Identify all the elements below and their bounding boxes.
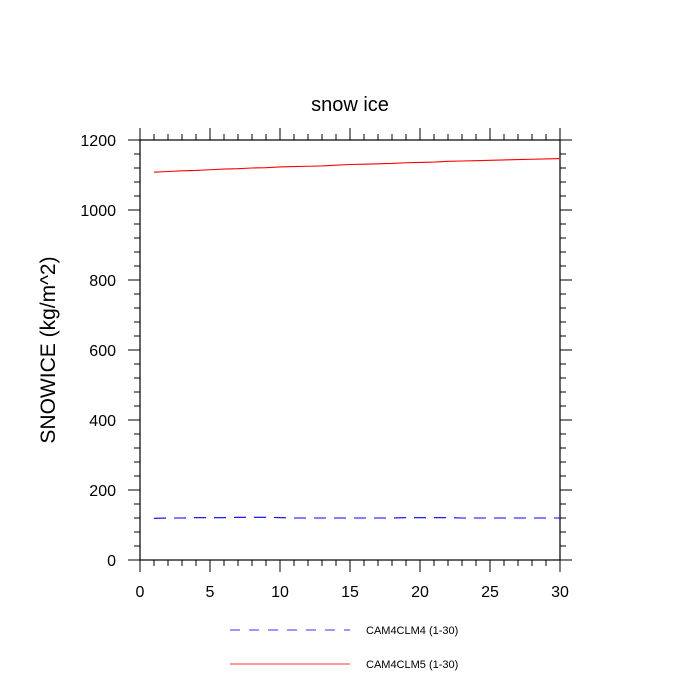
axis-ticks	[128, 128, 572, 572]
legend-label: CAM4CLM5 (1-30)	[366, 659, 458, 671]
y-tick-label: 200	[89, 483, 116, 500]
y-axis-label: SNOWICE (kg/m^2)	[37, 256, 60, 443]
x-tick-label: 25	[481, 584, 499, 601]
series-line-2	[153, 158, 561, 173]
axis-tick-labels: 0 5 10 15 20 25 30 0 200 400 600 800 1000 1200	[80, 133, 569, 601]
y-tick-label: 600	[89, 343, 116, 360]
x-tick-label: 30	[551, 584, 569, 601]
series-lines	[153, 158, 561, 519]
y-tick-label: 400	[89, 413, 116, 430]
x-tick-label: 20	[411, 584, 429, 601]
x-tick-label: 0	[136, 584, 145, 601]
legend-label: CAM4CLM4 (1-30)	[366, 625, 458, 637]
legend: CAM4CLM4 (1-30) CAM4CLM5 (1-30)	[230, 625, 458, 671]
y-tick-label: 0	[107, 553, 116, 570]
plot-frame	[139, 139, 561, 561]
x-tick-label: 5	[206, 584, 215, 601]
series-line-1	[153, 516, 560, 519]
y-tick-label: 1000	[80, 203, 116, 220]
y-tick-label: 800	[89, 273, 116, 290]
y-tick-label: 1200	[80, 133, 116, 150]
x-tick-label: 15	[341, 584, 359, 601]
x-tick-label: 10	[271, 584, 289, 601]
chart-title: snow ice	[311, 94, 389, 116]
